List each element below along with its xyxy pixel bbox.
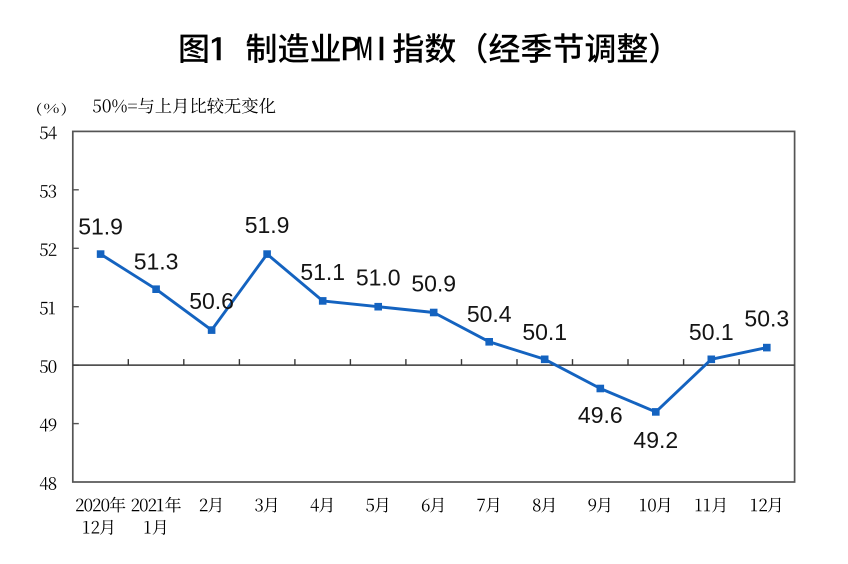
svg-text:51.9: 51.9: [78, 214, 123, 240]
svg-text:50.9: 50.9: [411, 271, 456, 297]
svg-text:50.6: 50.6: [189, 288, 234, 314]
svg-text:49.2: 49.2: [633, 427, 678, 453]
svg-text:51.3: 51.3: [134, 248, 179, 274]
svg-text:51.1: 51.1: [300, 259, 345, 285]
svg-text:50.4: 50.4: [467, 301, 512, 327]
svg-text:50.3: 50.3: [744, 306, 789, 332]
svg-text:50.1: 50.1: [689, 319, 734, 345]
svg-text:50.1: 50.1: [522, 319, 567, 345]
svg-text:51.9: 51.9: [245, 212, 290, 238]
svg-text:49.6: 49.6: [578, 402, 623, 428]
svg-text:51.0: 51.0: [356, 265, 401, 291]
